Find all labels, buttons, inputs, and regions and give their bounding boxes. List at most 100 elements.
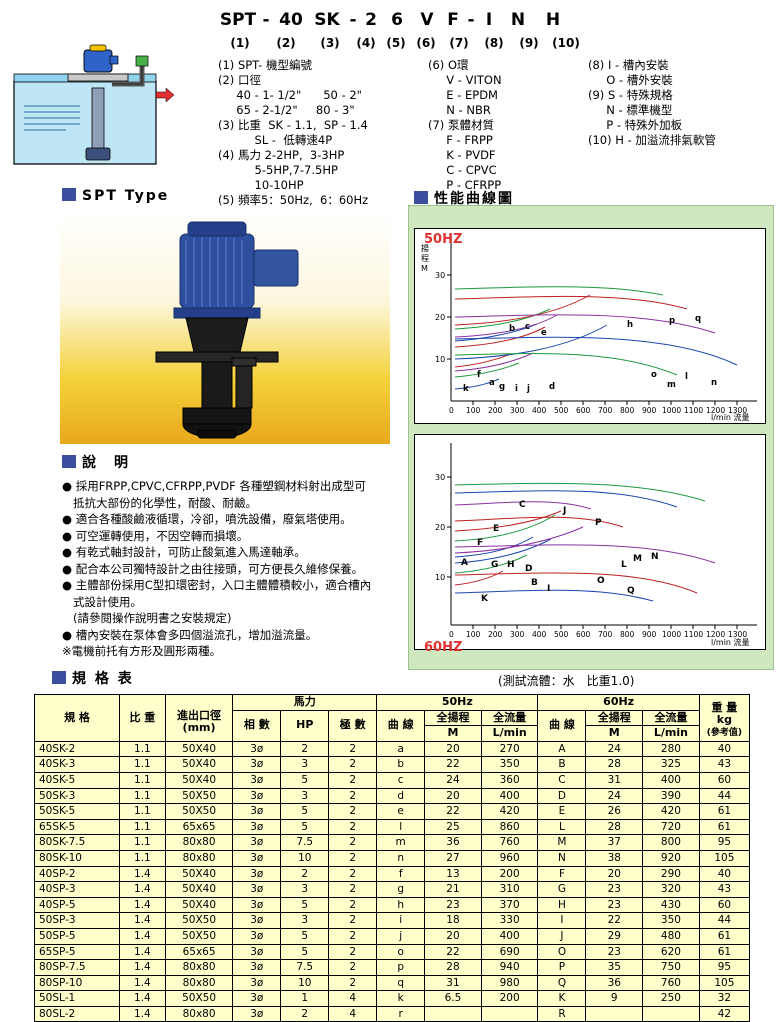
cell-hp: 3	[280, 912, 330, 929]
cell-flow-50: 760	[480, 834, 539, 851]
svg-text:800: 800	[620, 630, 635, 639]
th-power: 馬力	[232, 694, 378, 711]
th-60hz: 60Hz	[537, 694, 700, 711]
curve-label: G	[491, 560, 498, 570]
cell-model: 40SK-2	[34, 740, 120, 758]
cell-weight: 40	[698, 865, 751, 883]
cell-phase: 3ø	[232, 959, 282, 976]
code-seg-2: 40	[279, 10, 303, 30]
model-code-numbers: (1) (2) (3) (4) (5) (6) (7) (8) (9) (10)	[218, 36, 586, 50]
cell-flow-50: 690	[480, 943, 539, 961]
cell-poles: 2	[328, 896, 378, 914]
cell-weight: 95	[698, 834, 751, 851]
legend-row: 10-10HP	[218, 178, 304, 192]
cell-poles: 4	[328, 990, 378, 1007]
cell-model: 50SP-5	[34, 927, 120, 945]
legend-row: 5-5HP,7-7.5HP	[218, 163, 338, 177]
code-num-6: (6)	[416, 36, 436, 50]
legend-row: (4) 馬力 2-2HP, 3-3HP	[218, 148, 345, 162]
cell-flow-60: 320	[642, 881, 700, 898]
cell-port: 50X50	[164, 990, 234, 1007]
cell-poles: 2	[328, 787, 378, 805]
cell-hp: 1	[280, 990, 330, 1007]
cell-poles: 2	[328, 771, 378, 789]
section-header-description: 說 明	[62, 452, 130, 472]
code-num-8: (8)	[484, 36, 504, 50]
th-50hz: 50Hz	[376, 694, 539, 711]
cell-head-50: 20	[424, 740, 482, 758]
legend-row: O - 槽外安裝	[588, 73, 673, 87]
cell-weight: 61	[698, 943, 751, 961]
cell-poles: 2	[328, 865, 378, 883]
cell-head-50: 23	[424, 896, 482, 914]
svg-text:10: 10	[435, 355, 445, 364]
table-row: 80SP-7.5 1.4 80x80 3ø 7.5 2 p 28 940 P 35 750 95	[34, 959, 751, 976]
cell-head-60: 28	[585, 818, 644, 836]
cell-hp: 5	[280, 943, 330, 961]
cell-sg: 1.4	[119, 927, 166, 945]
header-marker-icon	[62, 455, 76, 468]
section-title-text: 性能曲線圖	[434, 191, 514, 207]
cell-phase: 3ø	[232, 990, 282, 1007]
svg-text:700: 700	[598, 630, 613, 639]
cell-port: 65x65	[164, 818, 234, 836]
description-item: 式設計使用。	[62, 594, 142, 609]
cell-model: 40SP-2	[34, 865, 120, 883]
description-item: ● 主體部份採用C型扣環密封，入口主體體積較小，適合槽內	[62, 578, 372, 592]
table-row: 40SK-3 1.1 50X40 3ø 3 2 b 22 350 B 28 325 43	[34, 756, 751, 773]
cell-sg: 1.4	[119, 896, 166, 914]
cell-sg: 1.1	[119, 740, 166, 758]
cell-poles: 2	[328, 849, 378, 867]
cell-flow-60: 250	[642, 990, 700, 1007]
curve-label: M	[633, 554, 642, 564]
cell-phase: 3ø	[232, 881, 282, 898]
legend-row: (7) 泵體材質	[428, 118, 494, 132]
legend-row: K - PVDF	[428, 148, 496, 162]
cell-model: 40SK-5	[34, 771, 120, 789]
chart-50hz: 30 20 10 0 100 200 300 400 500 600 700 8…	[414, 228, 766, 424]
cell-phase: 3ø	[232, 849, 282, 867]
cell-poles: 2	[328, 818, 378, 836]
cell-model: 40SP-3	[34, 881, 120, 898]
cell-curve-50: r	[376, 1005, 426, 1022]
cell-curve-50: b	[376, 756, 426, 773]
curve-label: a	[489, 378, 495, 388]
header-marker-icon	[52, 671, 66, 684]
cell-sg: 1.4	[119, 865, 166, 883]
table-row: 80SK-10 1.1 80x80 3ø 10 2 n 27 960 N 38 920 105	[34, 849, 751, 867]
curve-label: d	[549, 382, 555, 392]
legend-row: P - 特殊外加板	[588, 118, 683, 132]
cell-sg: 1.4	[119, 912, 166, 929]
cell-flow-60: 390	[642, 787, 700, 805]
cell-curve-60: F	[537, 865, 587, 883]
cell-head-60: 38	[585, 849, 644, 867]
code-seg-4: 2	[365, 10, 377, 30]
cell-flow-60: 280	[642, 740, 700, 758]
cell-hp: 5	[280, 771, 330, 789]
description-item: ● 配合本公司獨特設計之由往接頭，可方便長久維修保養。	[62, 561, 364, 576]
cell-port: 50X40	[164, 740, 234, 758]
cell-weight: 42	[698, 1005, 751, 1022]
cell-phase: 3ø	[232, 865, 282, 883]
cell-port: 50X40	[164, 881, 234, 898]
cell-flow-50: 400	[480, 787, 539, 805]
cell-curve-50: i	[376, 912, 426, 929]
cell-hp: 10	[280, 849, 330, 867]
cell-curve-50: e	[376, 803, 426, 820]
cell-weight: 61	[698, 818, 751, 836]
cell-hp: 5	[280, 896, 330, 914]
th-head-50: 全揚程	[424, 709, 482, 727]
cell-sg: 1.4	[119, 1005, 166, 1022]
curve-label: B	[531, 578, 538, 588]
cell-hp: 5	[280, 818, 330, 836]
chart-60hz-svg: 30 20 10 0 100 200 300 400 500 600 700 8…	[435, 443, 757, 647]
curve-label: I	[547, 584, 550, 594]
svg-text:程: 程	[421, 254, 429, 263]
cell-head-60: 23	[585, 896, 644, 914]
code-seg-5: 6	[391, 10, 403, 30]
cell-weight: 43	[698, 756, 751, 773]
cell-model: 50SK-5	[34, 803, 120, 820]
th-model: 規 格	[34, 694, 120, 742]
cell-port: 50X50	[164, 787, 234, 805]
cell-sg: 1.4	[119, 943, 166, 961]
